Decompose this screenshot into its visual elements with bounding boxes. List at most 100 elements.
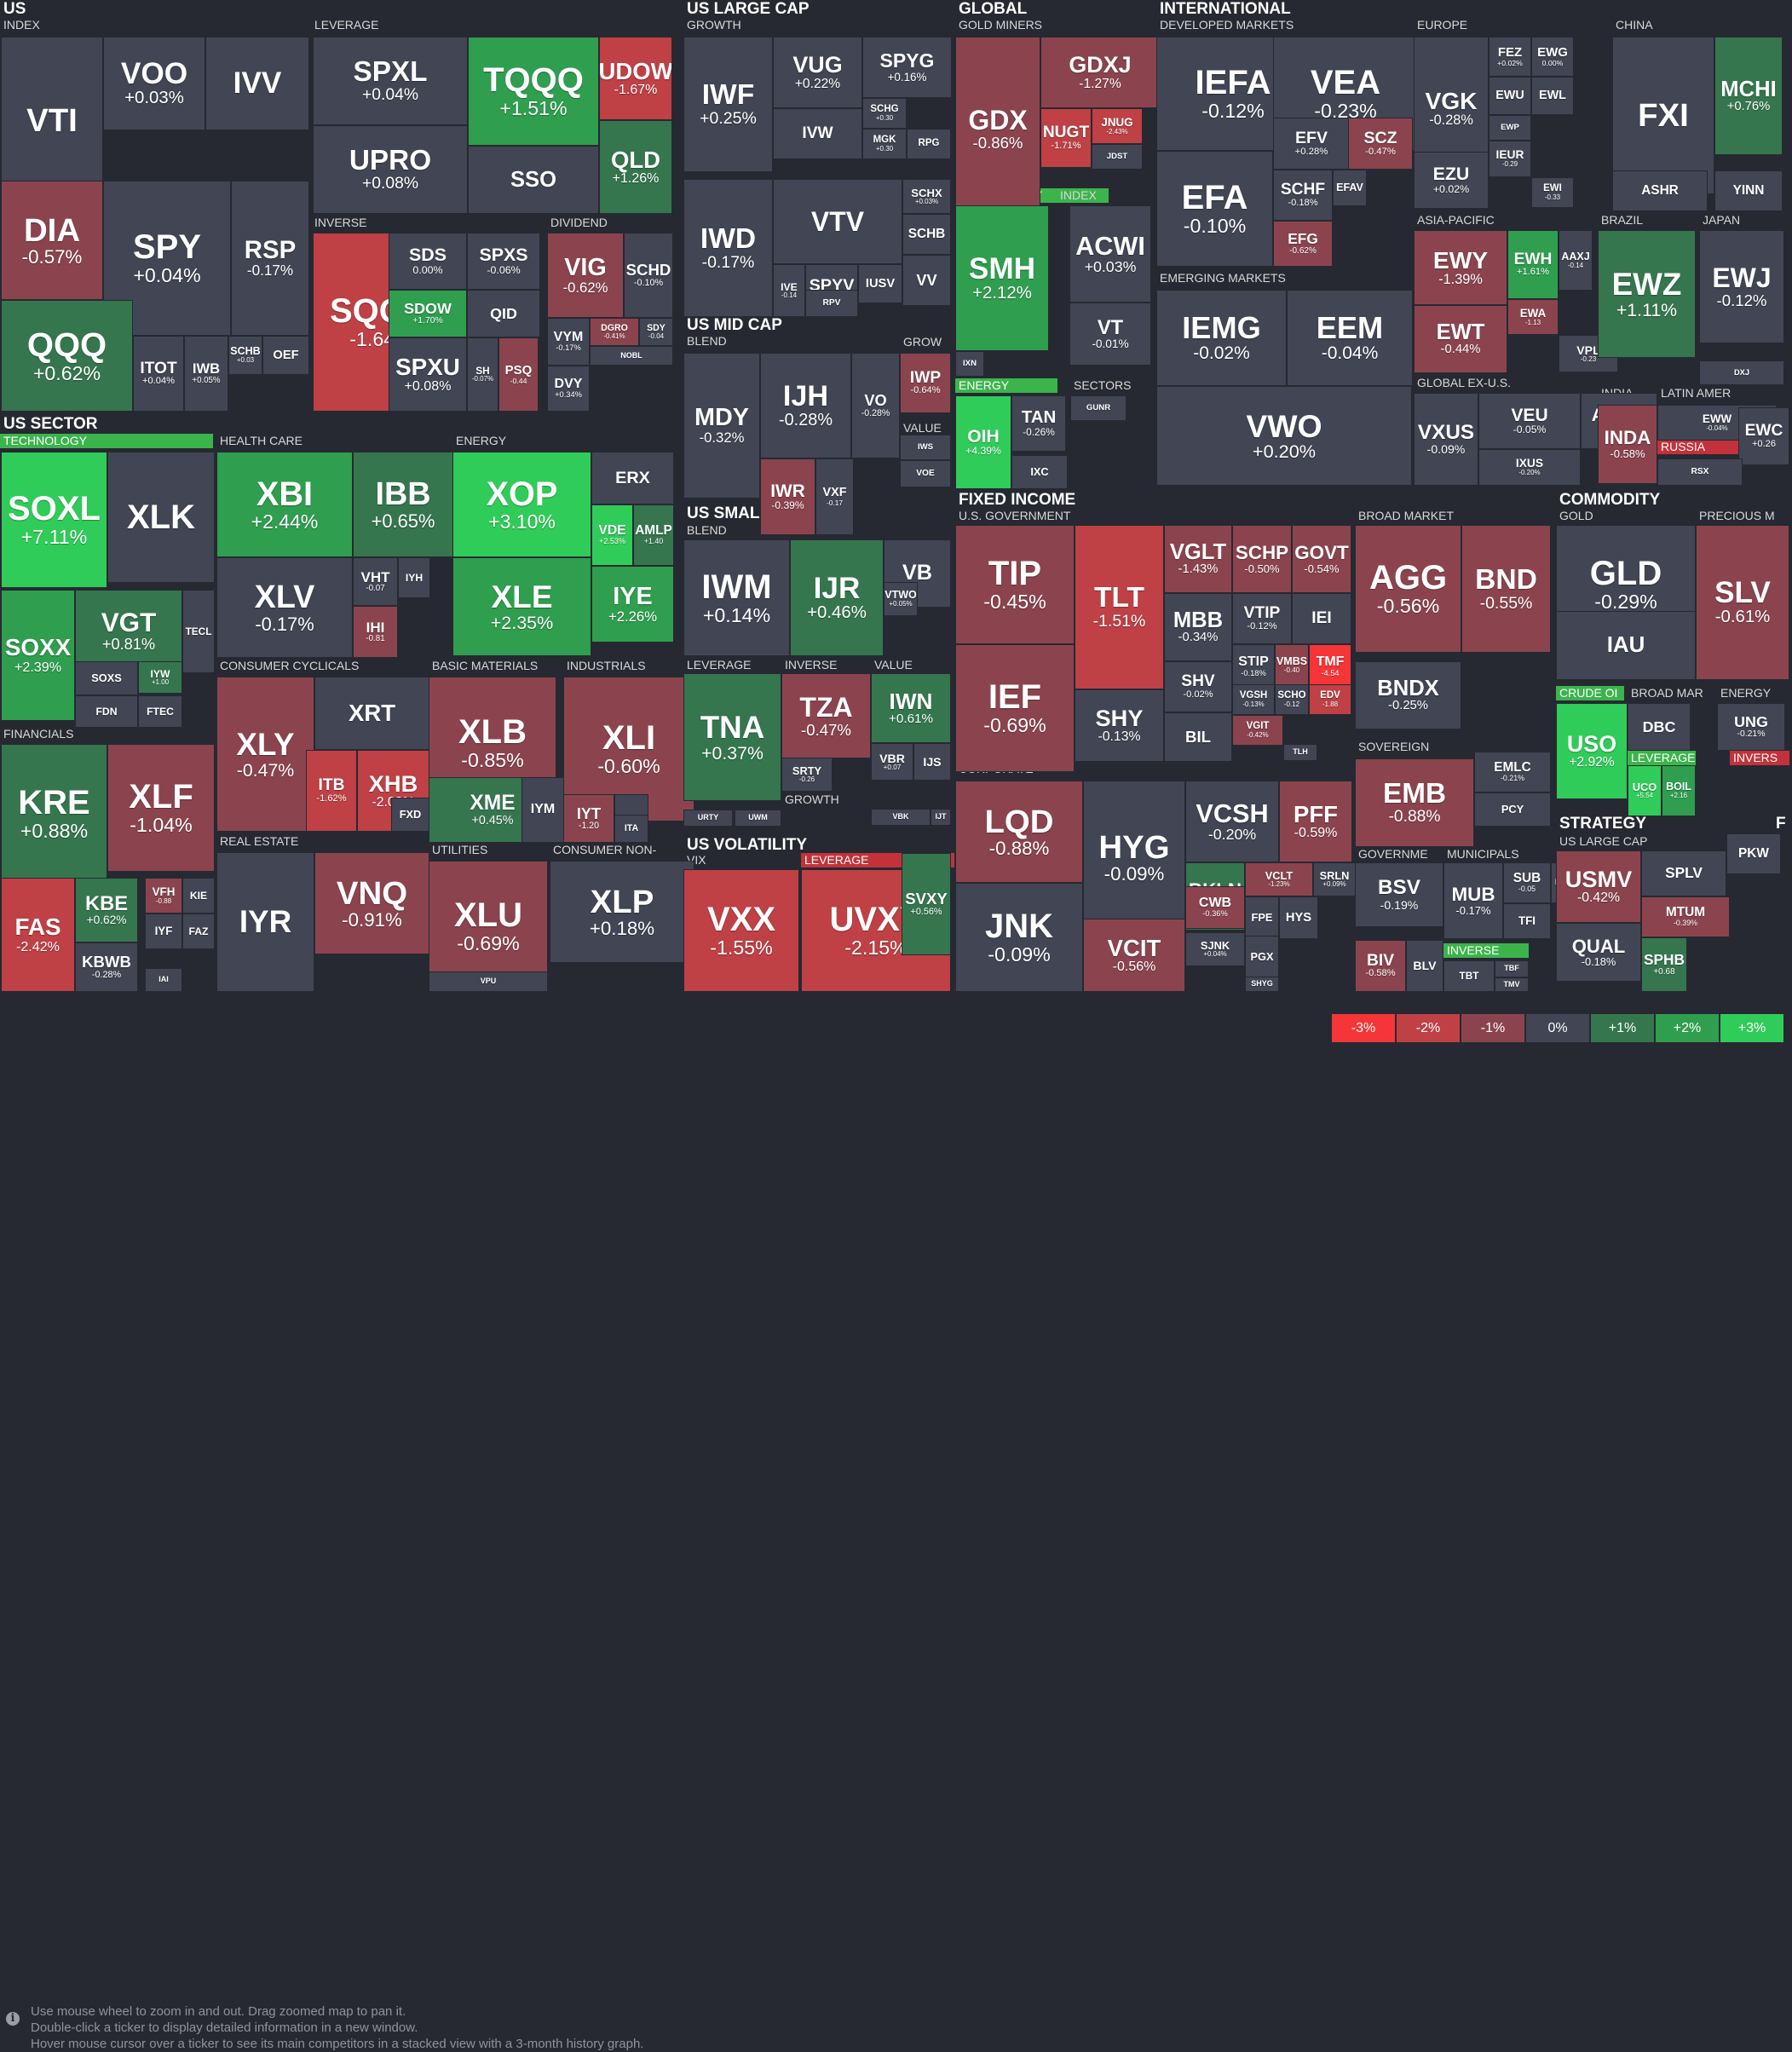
ticker-jdst[interactable]: JDST [1092, 144, 1143, 170]
ticker-sjnk[interactable]: SJNK +0.04% [1185, 932, 1245, 966]
ticker-ung[interactable]: UNG -0.21% [1717, 703, 1785, 751]
ticker-ixus[interactable]: IXUS -0.20% [1478, 449, 1581, 486]
ticker-iwd[interactable]: IWD -0.17% [683, 179, 773, 317]
ticker-gdx[interactable]: GDX -0.86% [955, 37, 1040, 221]
ticker-xrt[interactable]: XRT [314, 677, 429, 750]
ticker-vgit[interactable]: VGIT -0.42% [1232, 715, 1283, 746]
ticker-ijr[interactable]: IJR +0.46% [790, 539, 884, 656]
ticker-pgx[interactable]: PGX [1245, 936, 1279, 978]
ticker-gdxj[interactable]: GDXJ -1.27% [1040, 37, 1160, 108]
ticker-ewl[interactable]: EWL [1531, 77, 1574, 115]
ticker-iyt[interactable]: IYT -1.20 [563, 794, 614, 843]
ticker-srty[interactable]: SRTY -0.26 [781, 758, 833, 792]
ticker-ieur[interactable]: IEUR -0.29 [1489, 141, 1531, 177]
ticker-svxy[interactable]: SVXY +0.56% [902, 853, 951, 955]
ticker-schb[interactable]: SCHB [902, 214, 951, 255]
ticker-soxs[interactable]: SOXS [75, 661, 138, 695]
ticker-edv[interactable]: EDV -1.88 [1309, 684, 1351, 715]
ticker-yinn[interactable]: YINN [1714, 170, 1783, 211]
ticker-tbf[interactable]: TBF [1495, 960, 1529, 977]
ticker-pcy[interactable]: PCY [1474, 793, 1551, 827]
ticker-ashr[interactable]: ASHR [1612, 170, 1708, 211]
ticker-vbk[interactable]: VBK [871, 809, 931, 826]
ticker-fez[interactable]: FEZ +0.02% [1489, 37, 1531, 77]
ticker-vtv[interactable]: VTV [773, 179, 902, 264]
ticker-dia[interactable]: DIA -0.57% [1, 181, 103, 300]
ticker-iau[interactable]: IAU [1556, 611, 1696, 680]
ticker-udow[interactable]: UDOW -1.67% [599, 37, 672, 120]
ticker-vcit[interactable]: VCIT -0.56% [1083, 919, 1185, 992]
ticker-cwb[interactable]: CWB -0.36% [1185, 886, 1245, 929]
ticker-vht[interactable]: VHT -0.07 [353, 557, 398, 606]
ticker-ijs[interactable]: IJS [913, 743, 951, 781]
ticker-tmf[interactable]: TMF -4.54 [1309, 644, 1351, 689]
ticker-iwb[interactable]: IWB +0.05% [184, 336, 228, 412]
ticker-shyg[interactable]: SHYG [1245, 977, 1279, 992]
ticker-inda[interactable]: INDA -0.58% [1598, 405, 1657, 484]
ticker-kre[interactable]: KRE +0.88% [1, 744, 107, 884]
ticker-mdy[interactable]: MDY -0.32% [683, 353, 760, 499]
ticker-tan[interactable]: TAN -0.26% [1011, 395, 1066, 452]
ticker-ewz[interactable]: EWZ +1.11% [1598, 230, 1696, 358]
ticker-tlt[interactable]: TLT -1.51% [1075, 525, 1164, 689]
ticker-emb[interactable]: EMB -0.88% [1355, 758, 1474, 847]
ticker-vtip[interactable]: VTIP -0.12% [1232, 593, 1292, 644]
ticker-ewh[interactable]: EWH +1.61% [1507, 230, 1559, 299]
ticker-ewc[interactable]: EWC +0.26 [1738, 407, 1789, 465]
ticker-xlu[interactable]: XLU -0.69% [429, 861, 548, 992]
ticker-xbi[interactable]: XBI +2.44% [216, 452, 353, 557]
ticker-qqq[interactable]: QQQ +0.62% [1, 300, 133, 412]
ticker-qual[interactable]: QUAL -0.18% [1556, 923, 1641, 982]
ticker-bnd[interactable]: BND -0.55% [1461, 525, 1551, 653]
ticker-dvy[interactable]: DVY +0.34% [547, 366, 590, 412]
ticker-ewt[interactable]: EWT -0.44% [1414, 305, 1507, 373]
ticker-fxi[interactable]: FXI [1612, 37, 1714, 194]
ticker-vxus[interactable]: VXUS -0.09% [1414, 393, 1478, 486]
ticker-iym[interactable]: IYM [521, 777, 564, 843]
ticker-voo[interactable]: VOO +0.03% [103, 37, 205, 130]
ticker-emlc[interactable]: EMLC -0.21% [1474, 752, 1551, 793]
ticker-xop[interactable]: XOP +3.10% [452, 452, 591, 557]
ticker-dbc[interactable]: DBC [1628, 703, 1691, 751]
ticker-vv[interactable]: VV [902, 255, 951, 306]
ticker-bil[interactable]: BIL [1164, 712, 1232, 762]
ticker-vcsh[interactable]: VCSH -0.20% [1185, 781, 1279, 862]
ticker-ita[interactable]: ITA [614, 815, 648, 843]
ticker-rpg[interactable]: RPG [907, 129, 951, 159]
ticker-vglt[interactable]: VGLT -1.43% [1164, 525, 1232, 593]
ticker-stip[interactable]: STIP -0.18% [1232, 644, 1275, 689]
ticker-vug[interactable]: VUG +0.22% [773, 37, 862, 108]
ticker-uso[interactable]: USO +2.92% [1556, 703, 1628, 799]
ticker-urty[interactable]: URTY [683, 810, 733, 827]
ticker-tza[interactable]: TZA -0.47% [781, 673, 871, 758]
ticker-iemg[interactable]: IEMG -0.02% [1156, 290, 1287, 386]
ticker-smh[interactable]: SMH +2.12% [955, 205, 1049, 351]
ticker-fas[interactable]: FAS -2.42% [1, 878, 75, 992]
ticker-dxj[interactable]: DXJ [1699, 360, 1784, 385]
ticker-tmv[interactable]: TMV [1495, 977, 1529, 992]
ticker-boil[interactable]: BOIL +2.16 [1662, 765, 1696, 816]
ticker-spxs[interactable]: SPXS -0.06% [467, 233, 540, 290]
ticker-xly[interactable]: XLY -0.47% [216, 677, 314, 832]
ticker-xlf[interactable]: XLF -1.04% [107, 744, 215, 872]
ticker-shy[interactable]: SHY -0.13% [1075, 689, 1164, 762]
ticker-xlp[interactable]: XLP +0.18% [550, 861, 694, 963]
ticker-fdn[interactable]: FDN [75, 695, 138, 728]
ticker-vxf[interactable]: VXF -0.17 [815, 458, 854, 535]
ticker-amlp[interactable]: AMLP +1.40 [633, 504, 674, 566]
ticker-erx[interactable]: ERX [591, 452, 674, 504]
ticker-vti[interactable]: VTI [1, 37, 103, 205]
ticker-iei[interactable]: IEI [1292, 593, 1351, 644]
ticker-iyf[interactable]: IYF [145, 914, 182, 949]
ticker-fpe[interactable]: FPE [1245, 896, 1279, 939]
ticker-ftec[interactable]: FTEC [138, 695, 182, 728]
ticker-sds[interactable]: SDS 0.00% [389, 233, 467, 290]
ticker-shv[interactable]: SHV -0.02% [1164, 661, 1232, 712]
ticker-mub[interactable]: MUB -0.17% [1443, 862, 1503, 939]
ticker-iyr[interactable]: IYR [216, 852, 314, 992]
ticker-kbe[interactable]: KBE +0.62% [75, 878, 138, 942]
ticker-mbb[interactable]: MBB -0.34% [1164, 593, 1232, 661]
ticker-vmbs[interactable]: VMBS -0.40 [1275, 644, 1309, 687]
ticker-qld[interactable]: QLD +1.26% [599, 120, 672, 214]
ticker-ewj[interactable]: EWJ -0.12% [1699, 230, 1784, 343]
